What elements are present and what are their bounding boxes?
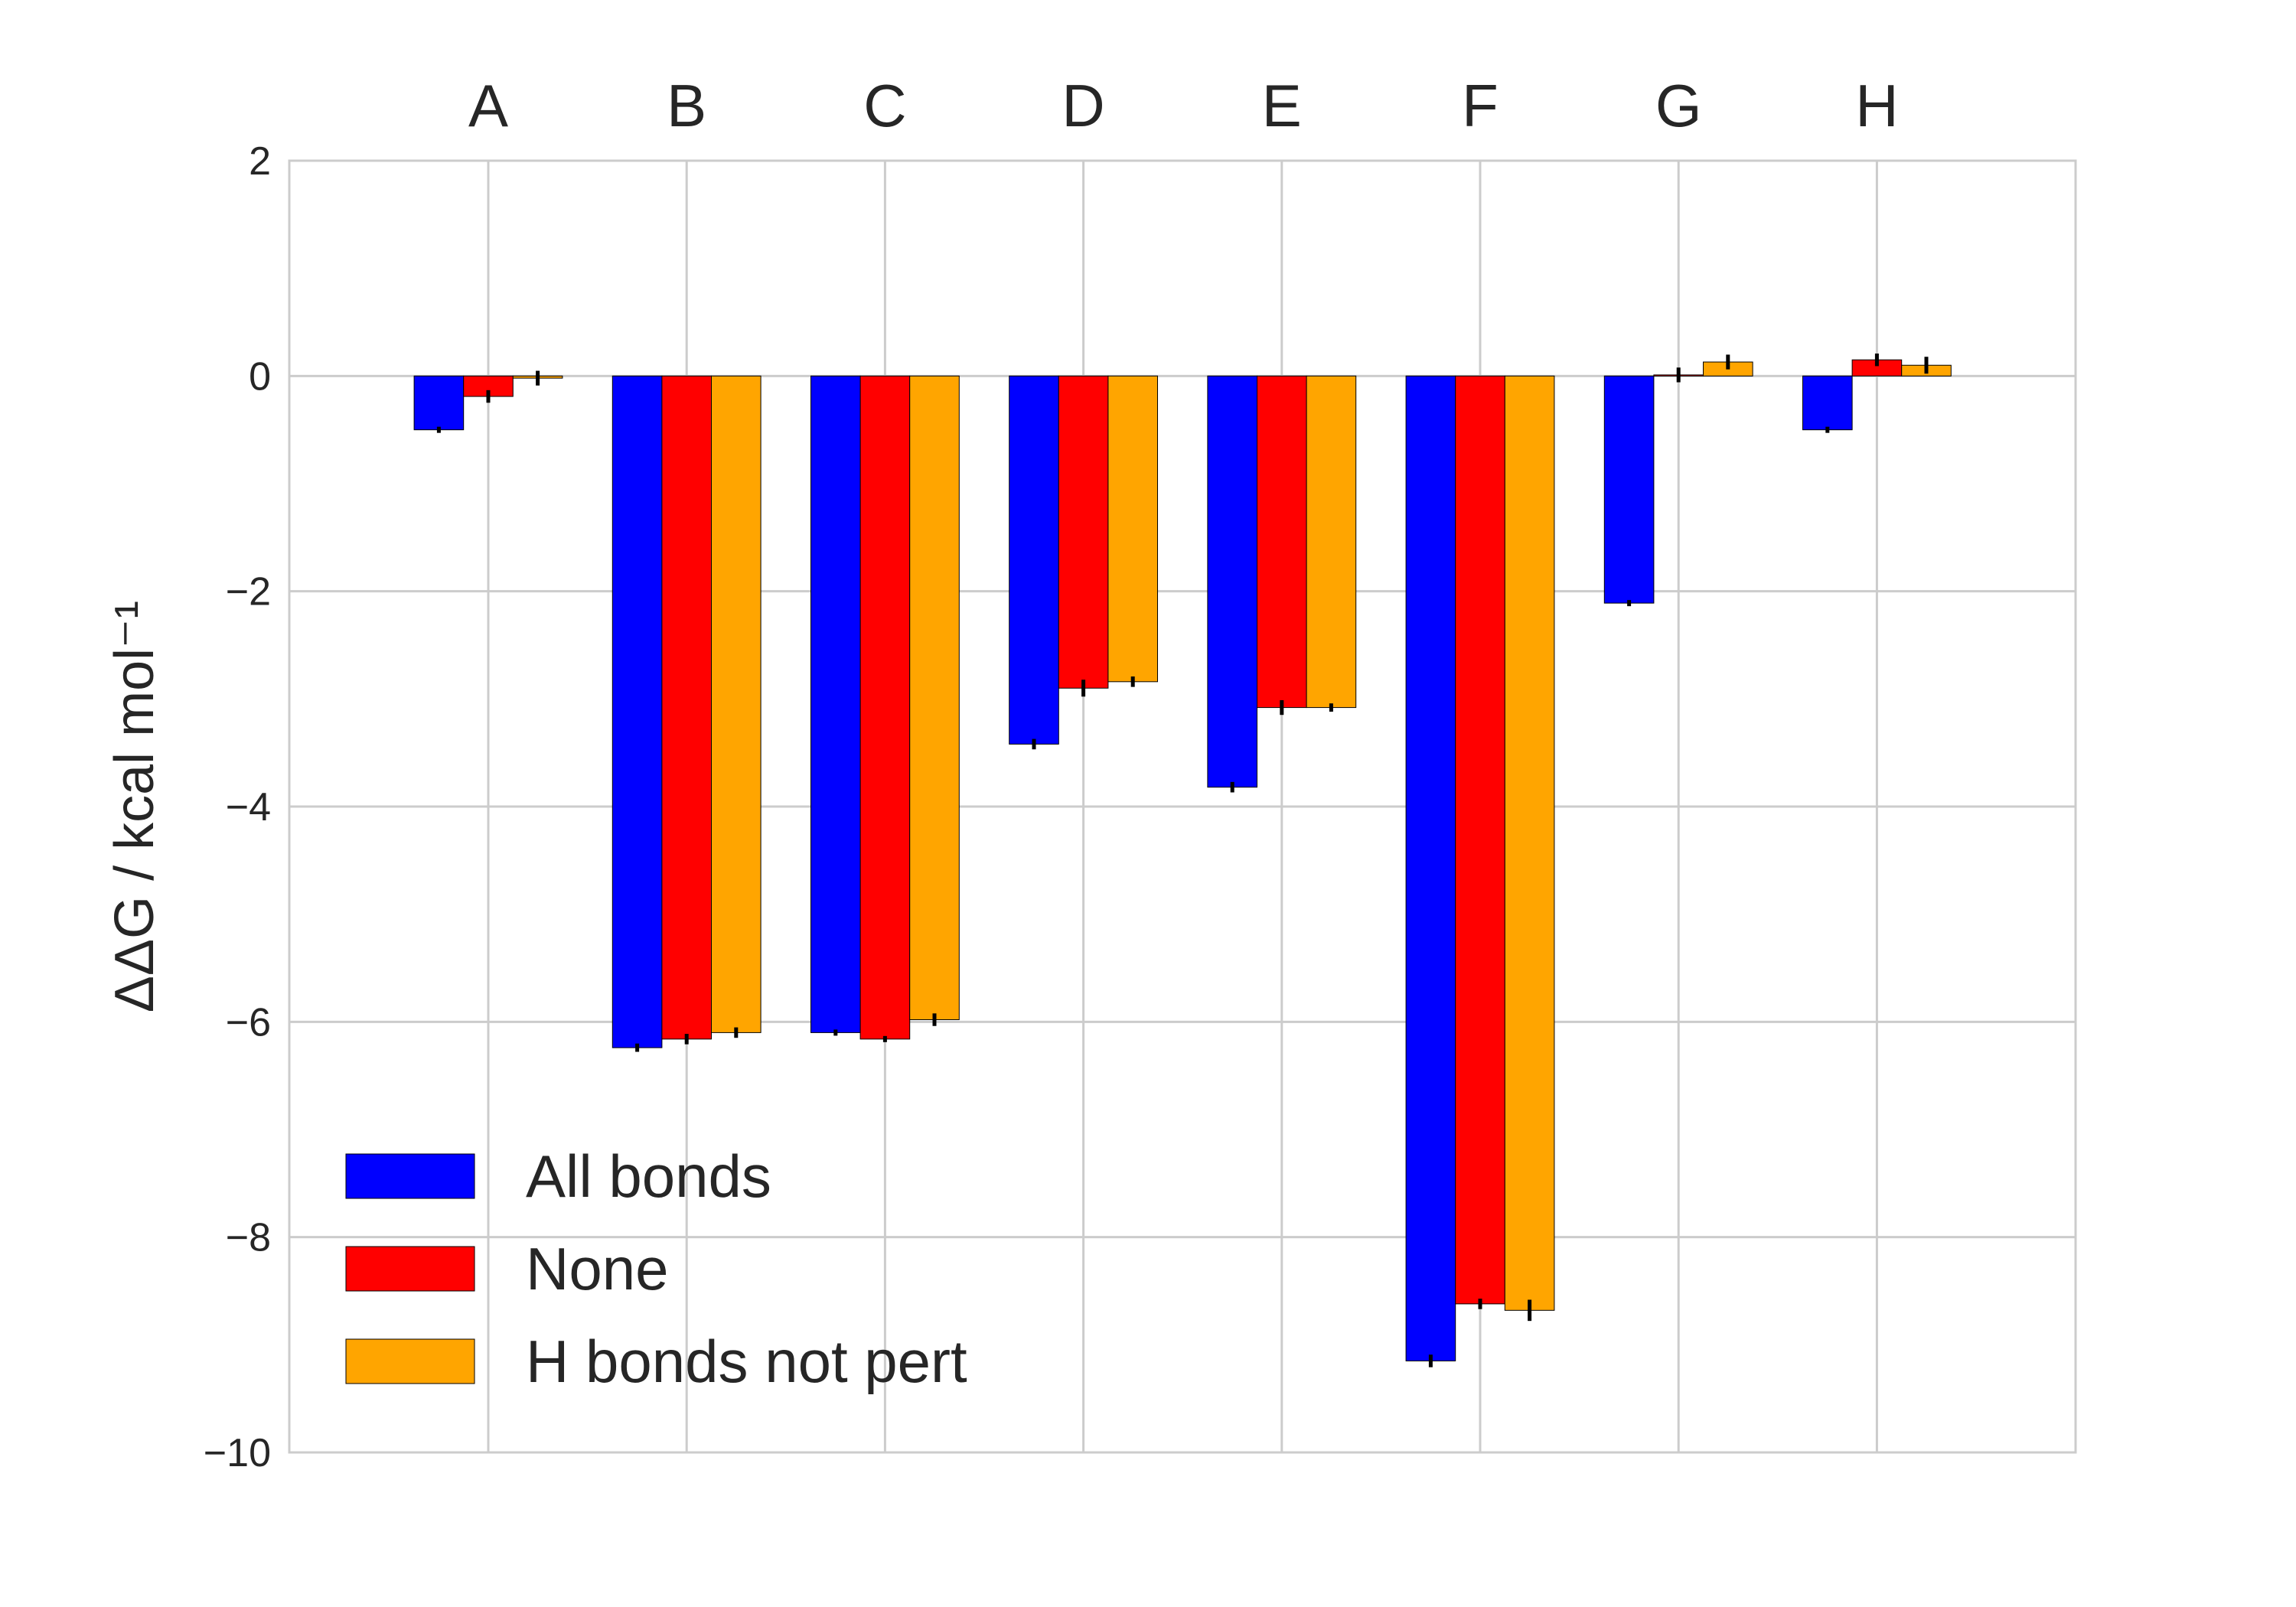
bar-c-h-bonds-not-pert [909, 375, 960, 1021]
bar-e-all-bonds [1207, 375, 1258, 788]
y-tick-label: −2 [226, 570, 271, 614]
y-tick-label: 0 [249, 354, 271, 399]
y-tick-label: 2 [249, 139, 271, 184]
legend-swatch [345, 1338, 475, 1384]
bar-d-all-bonds [1009, 375, 1059, 745]
y-tick-label: −6 [226, 1000, 271, 1045]
category-label-h: H [1855, 72, 1898, 139]
y-axis-label: ΔΔG / kcal mol⁻¹ [104, 601, 165, 1012]
legend-label: H bonds not pert [526, 1328, 967, 1395]
legend-swatch [345, 1246, 475, 1292]
bar-h-all-bonds [1802, 375, 1853, 431]
bars-layer [413, 359, 1952, 1361]
legend: All bonds None H bonds not pert [345, 1143, 967, 1395]
bar-c-none [859, 375, 911, 1040]
bar-f-none [1455, 375, 1505, 1305]
plot-frame [288, 159, 2077, 1454]
category-label-g: G [1655, 72, 1702, 139]
bar-b-all-bonds [612, 375, 663, 1048]
category-label-d: D [1062, 72, 1104, 139]
bar-f-all-bonds [1405, 375, 1456, 1361]
bar-f-h-bonds-not-pert [1504, 375, 1555, 1311]
category-label-e: E [1262, 72, 1302, 139]
category-label-a: A [468, 72, 508, 139]
category-labels: A B C D E F G H [468, 72, 1899, 139]
error-bars-layer [436, 354, 1929, 1367]
category-label-b: B [667, 72, 706, 139]
bar-c-all-bonds [810, 375, 861, 1033]
category-label-c: C [863, 72, 906, 139]
bar-b-h-bonds-not-pert [711, 375, 762, 1033]
legend-label: All bonds [526, 1143, 771, 1210]
bar-b-none [661, 375, 713, 1040]
legend-label: None [526, 1235, 668, 1302]
bar-d-none [1058, 375, 1109, 689]
bar-a-all-bonds [413, 375, 465, 431]
bar-e-none [1257, 375, 1307, 709]
bar-g-all-bonds [1603, 375, 1655, 604]
y-tick-label: −4 [226, 785, 271, 830]
y-tick-label: −10 [204, 1431, 271, 1475]
bar-e-h-bonds-not-pert [1306, 375, 1357, 709]
legend-swatch [345, 1153, 475, 1199]
y-tick-labels: 2 0 −2 −4 −6 −8 −10 [204, 139, 271, 1475]
category-label-f: F [1462, 72, 1499, 139]
y-tick-label: −8 [226, 1216, 271, 1260]
bar-d-h-bonds-not-pert [1107, 375, 1159, 683]
